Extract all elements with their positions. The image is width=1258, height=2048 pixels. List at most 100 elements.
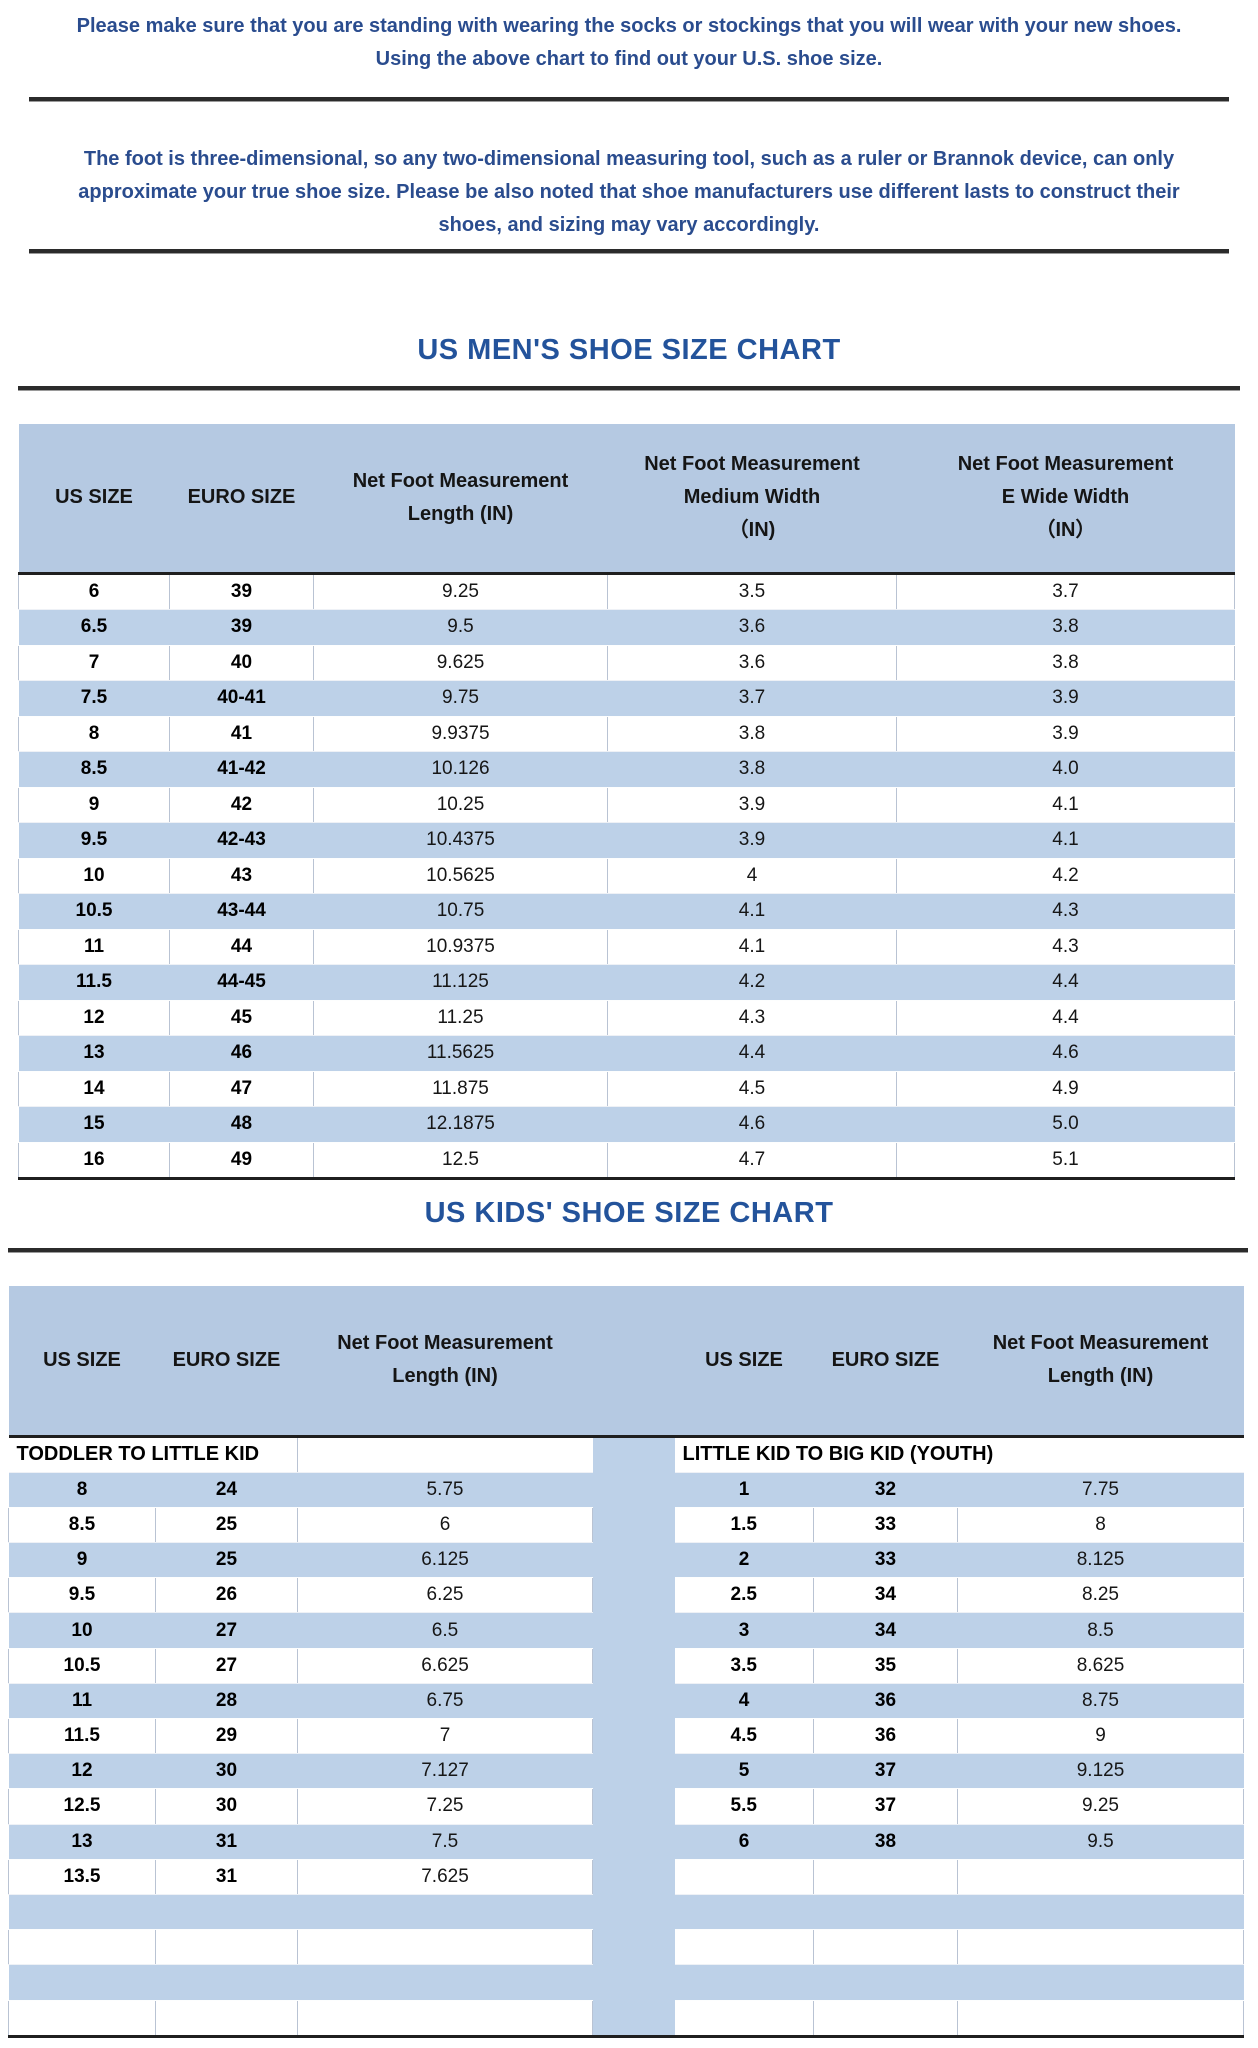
kids-table-cell: 5 <box>674 1753 814 1790</box>
mens-table-cell: 3.9 <box>896 680 1235 717</box>
kids-table-cell: 8 <box>957 1507 1244 1544</box>
mens-table-cell: 9.9375 <box>313 716 608 752</box>
kids-table-cell <box>957 1894 1244 1931</box>
mens-table-cell: 41-42 <box>169 751 314 788</box>
kids-table-cell <box>813 1859 958 1895</box>
mens-table-cell: 5.0 <box>896 1106 1235 1143</box>
kids-table-cell: 11.5 <box>8 1718 156 1755</box>
divider-rule <box>29 97 1229 102</box>
kids-spacer-cell <box>592 1612 675 1649</box>
kids-table-cell <box>957 1929 1244 1966</box>
mens-chart-title: US MEN'S SHOE SIZE CHART <box>417 334 841 366</box>
kids-table-cell: 9.5 <box>957 1824 1244 1860</box>
kids-table-cell: 9 <box>957 1718 1244 1755</box>
kids-table-row: 8.5 25 6 1.5 33 8 <box>8 1507 1244 1544</box>
kids-table-cell <box>155 2000 298 2038</box>
mens-table-cell: 3.8 <box>607 716 897 752</box>
kids-table-row <box>8 1964 1244 2001</box>
mens-table-cell: 10.25 <box>313 787 608 823</box>
mens-table-cell: 11.5 <box>18 964 170 1001</box>
mens-table-cell: 10 <box>18 858 170 894</box>
kids-table-cell <box>155 1894 298 1931</box>
kids-table-cell <box>8 2000 156 2038</box>
mens-table-cell: 43 <box>169 858 314 894</box>
kids-spacer-cell <box>592 1718 675 1754</box>
kids-table-cell: 8.125 <box>957 1542 1244 1579</box>
mens-table-cell: 39 <box>169 609 314 646</box>
mens-table-cell: 45 <box>169 1000 314 1036</box>
kids-spacer-cell <box>592 1648 675 1684</box>
kids-table-cell: 2 <box>674 1542 814 1579</box>
kids-table-cell: 33 <box>813 1507 958 1544</box>
mens-table-cell: 4.7 <box>607 1142 897 1180</box>
mens-table-row: 11 44 10.9375 4.1 4.3 <box>18 929 1235 965</box>
mens-table-cell: 3.9 <box>896 716 1235 752</box>
kids-table-row: 8 24 5.75 1 32 7.75 <box>8 1472 1244 1508</box>
mens-table-cell: 3.8 <box>896 645 1235 681</box>
mens-table-cell: 10.9375 <box>313 929 608 965</box>
mens-table-cell: 15 <box>18 1106 170 1143</box>
mens-table-cell: 4.4 <box>896 1000 1235 1036</box>
mens-table-cell: 39 <box>169 573 314 610</box>
kids-table-cell: 7.75 <box>957 1472 1244 1508</box>
kids-table-row: 9 25 6.125 2 33 8.125 <box>8 1542 1244 1579</box>
mens-table-cell: 9.75 <box>313 680 608 717</box>
mens-table-cell: 11.25 <box>313 1000 608 1036</box>
kids-table-cell: 34 <box>813 1577 958 1614</box>
divider-rule <box>8 1248 1248 1253</box>
kids-table-cell: 7.625 <box>297 1859 593 1895</box>
kids-table-row: 12 30 7.127 5 37 9.125 <box>8 1753 1244 1790</box>
kids-table-cell <box>8 1964 156 2001</box>
kids-table-cell: 3 <box>674 1612 814 1649</box>
mens-table-cell: 3.5 <box>607 573 897 610</box>
kids-table-cell: 32 <box>813 1472 958 1508</box>
mens-table-row: 9.5 42-43 10.4375 3.9 4.1 <box>18 822 1235 859</box>
kids-table-cell: 6 <box>674 1824 814 1860</box>
kids-table-cell: 11 <box>8 1683 156 1720</box>
mens-table-row: 12 45 11.25 4.3 4.4 <box>18 1000 1235 1036</box>
kids-table-cell: 6.125 <box>297 1542 593 1579</box>
mens-table-cell: 4.4 <box>896 964 1235 1001</box>
kids-table-header: US SIZE EURO SIZE Net Foot Measurement L… <box>8 1286 1244 1438</box>
mens-table-cell: 4.1 <box>896 822 1235 859</box>
kids-table-cell: 13.5 <box>8 1859 156 1895</box>
kids-table-cell <box>674 2000 814 2038</box>
mens-table-cell: 3.6 <box>607 645 897 681</box>
mens-table-cell: 12.1875 <box>313 1106 608 1143</box>
kids-spacer-cell <box>592 1507 675 1543</box>
section-toddler-to-little-kid: TODDLER TO LITTLE KID <box>8 1436 298 1473</box>
mens-table-cell: 6.5 <box>18 609 170 646</box>
kids-spacer-cell <box>592 1824 675 1860</box>
kids-table-cell: 9.125 <box>957 1753 1244 1790</box>
mens-size-table: US SIZE EURO SIZE Net Foot Measurement L… <box>18 424 1235 1180</box>
kids-table-cell: 2.5 <box>674 1577 814 1614</box>
mens-table-cell: 10.126 <box>313 751 608 788</box>
kids-table-cell: 5.75 <box>297 1472 593 1508</box>
mens-table-cell: 4 <box>607 858 897 894</box>
kids-table-row: 10.5 27 6.625 3.5 35 8.625 <box>8 1648 1244 1684</box>
kids-table-cell <box>957 2000 1244 2038</box>
kids-spacer-cell <box>592 1964 675 2000</box>
kids-table-cell: 37 <box>813 1788 958 1825</box>
kids-table-cell <box>813 1894 958 1931</box>
kids-table-cell: 26 <box>155 1577 298 1614</box>
mens-table-cell: 14 <box>18 1071 170 1107</box>
mens-table-cell: 4.1 <box>896 787 1235 823</box>
kids-table-row: 11.5 29 7 4.5 36 9 <box>8 1718 1244 1755</box>
kids-table-cell: 25 <box>155 1542 298 1579</box>
kids-spacer-cell <box>592 1577 675 1613</box>
mens-col-length: Net Foot Measurement Length (IN) <box>313 424 608 575</box>
kids-spacer-cell <box>592 1859 675 1895</box>
mens-table-row: 10 43 10.5625 4 4.2 <box>18 858 1235 894</box>
mens-table-cell: 3.6 <box>607 609 897 646</box>
mens-table-cell: 3.9 <box>607 787 897 823</box>
kids-table-row <box>8 1929 1244 1966</box>
mens-table-row: 6 39 9.25 3.5 3.7 <box>18 573 1235 610</box>
mens-table-row: 13 46 11.5625 4.4 4.6 <box>18 1035 1235 1072</box>
mens-table-cell: 4.6 <box>896 1035 1235 1072</box>
kids-table-cell: 34 <box>813 1612 958 1649</box>
mens-table-row: 14 47 11.875 4.5 4.9 <box>18 1071 1235 1107</box>
kids-spacer-cell <box>592 1753 675 1789</box>
mens-table-cell: 3.7 <box>607 680 897 717</box>
kids-spacer-cell <box>592 1788 675 1825</box>
